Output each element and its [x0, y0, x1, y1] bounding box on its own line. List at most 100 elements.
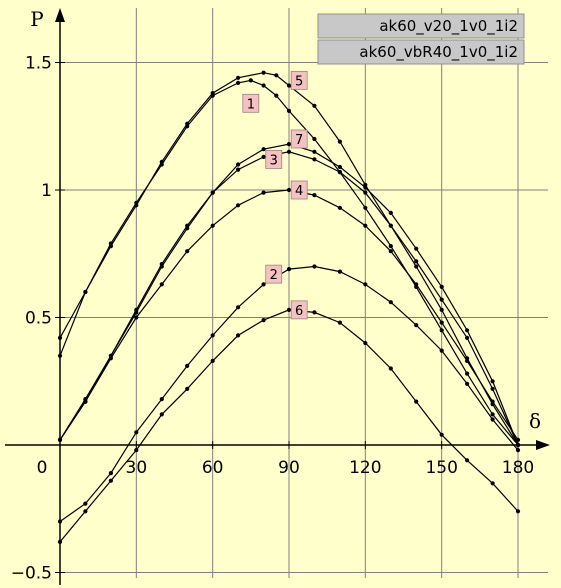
data-point	[465, 328, 470, 333]
curve-label-3: 3	[265, 149, 283, 169]
data-point	[414, 264, 419, 269]
data-point	[261, 190, 266, 195]
data-point	[312, 157, 317, 162]
data-point	[159, 282, 164, 287]
axis-layer: 0 30 60 90 120 150 180 −0.5 0.5 1 1.5 Pδ	[5, 7, 550, 585]
data-point	[439, 284, 444, 289]
data-point	[261, 154, 266, 159]
curve-label-text: 2	[270, 268, 278, 283]
data-point	[363, 282, 368, 287]
data-point	[159, 412, 164, 417]
data-point	[108, 478, 113, 483]
legend-item: ak60_vbR40_1v0_1i2	[317, 39, 525, 65]
data-point	[439, 348, 444, 353]
series-6	[57, 307, 521, 545]
legend-label: ak60_v20_1v0_1i2	[379, 17, 518, 36]
data-point	[439, 320, 444, 325]
data-point	[515, 448, 521, 453]
data-point	[236, 75, 241, 80]
data-point	[286, 149, 292, 154]
data-point	[465, 335, 470, 340]
data-point	[337, 269, 342, 274]
data-point	[185, 121, 190, 126]
x-tick-label: 60	[202, 458, 224, 478]
data-point	[83, 501, 88, 506]
data-point	[363, 340, 368, 346]
data-point	[286, 108, 292, 113]
x-tick-label: 90	[278, 458, 300, 478]
data-point	[108, 244, 113, 249]
data-point	[490, 417, 495, 422]
data-point	[388, 366, 393, 371]
curve-labels-layer: 1 2 3 4 5 6 7	[242, 70, 308, 320]
curve-label-5: 5	[290, 70, 308, 90]
data-point	[108, 471, 113, 476]
data-point	[210, 223, 215, 228]
data-point	[312, 310, 317, 315]
data-point	[465, 381, 470, 386]
data-point	[134, 307, 139, 312]
data-point	[312, 136, 317, 142]
data-point	[261, 70, 266, 75]
data-point	[286, 83, 292, 88]
data-point	[312, 264, 317, 269]
x-tick-label: 0	[37, 458, 48, 478]
data-point	[236, 80, 241, 85]
data-point	[490, 481, 495, 486]
data-point	[363, 190, 368, 195]
y-axis-arrow	[55, 8, 65, 22]
y-axis-label: P	[30, 7, 43, 31]
y-tick-label: 1	[41, 181, 52, 201]
data-point	[57, 437, 63, 442]
data-point	[286, 142, 292, 147]
data-point	[312, 149, 317, 154]
data-point	[159, 261, 164, 267]
x-tick-label: 120	[349, 458, 381, 478]
y-tick-label: −0.5	[11, 564, 52, 584]
data-point	[57, 519, 63, 524]
data-point	[286, 267, 292, 272]
data-point	[185, 249, 190, 254]
data-point	[210, 358, 215, 363]
data-point	[185, 386, 190, 391]
data-point	[337, 170, 342, 175]
data-point	[134, 430, 139, 435]
data-point	[439, 307, 444, 312]
data-point	[185, 223, 190, 228]
data-point	[57, 539, 63, 545]
curve-label-box	[265, 264, 283, 284]
curve-label-2: 2	[265, 264, 283, 284]
x-axis-arrow	[536, 440, 550, 450]
data-point	[388, 244, 393, 249]
data-point	[236, 305, 241, 310]
data-point	[134, 315, 139, 320]
y-tick-label: 1.5	[25, 54, 52, 74]
data-point	[236, 203, 241, 208]
data-point	[210, 190, 215, 195]
data-point	[312, 103, 317, 108]
series-7	[57, 142, 521, 448]
curve-label-box	[290, 300, 308, 320]
data-point	[414, 399, 419, 404]
legend-item: ak60_v20_1v0_1i2	[317, 13, 525, 39]
data-point	[388, 249, 393, 254]
data-point	[248, 78, 253, 83]
legend-label: ak60_vbR40_1v0_1i2	[359, 43, 518, 62]
data-point	[134, 203, 139, 208]
curve-label-box	[290, 70, 308, 90]
data-point	[286, 307, 292, 312]
data-point	[388, 300, 393, 305]
data-point	[261, 318, 266, 323]
data-point	[236, 333, 241, 338]
legend-box	[317, 13, 525, 39]
data-point	[388, 223, 393, 228]
data-point	[57, 353, 63, 358]
data-point	[337, 139, 342, 144]
data-point	[185, 363, 190, 368]
series-4	[57, 187, 521, 442]
data-point	[414, 259, 419, 264]
data-point	[274, 73, 279, 78]
data-point	[236, 167, 241, 172]
